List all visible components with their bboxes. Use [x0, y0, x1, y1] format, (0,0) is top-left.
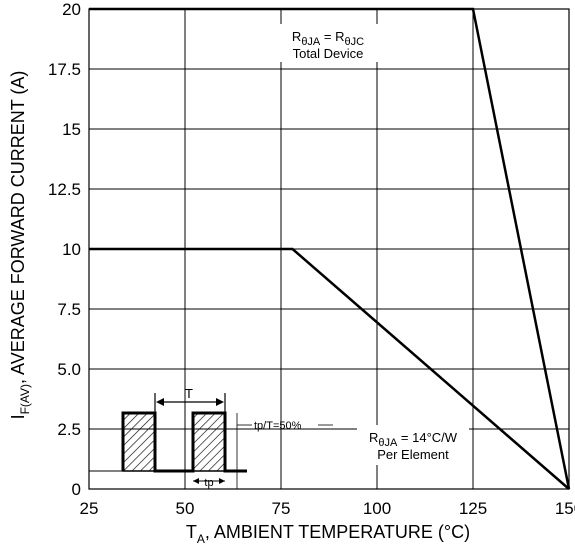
x-axis-subscript: A: [197, 532, 205, 546]
y-tick-label: 5.0: [57, 360, 81, 379]
rtheta-ja-subscript: θJA: [301, 36, 321, 48]
period-arrow-head-right: [216, 398, 224, 406]
y-axis-text: , AVERAGE FORWARD CURRENT (A): [8, 71, 28, 384]
y-tick-label: 7.5: [57, 300, 81, 319]
pulse-waveform: [121, 411, 247, 473]
y-axis-subscript: F(AV): [18, 384, 32, 414]
pulse-1: [122, 412, 156, 472]
grid: [88, 8, 570, 490]
series-line-1: [89, 7, 571, 490]
x-tick-label: 150: [555, 499, 575, 518]
rtheta-jc-label: R: [335, 29, 344, 44]
x-axis-text: , AMBIENT TEMPERATURE (°C): [205, 522, 470, 542]
y-axis-title: IF(AV), AVERAGE FORWARD CURRENT (A): [8, 71, 32, 420]
x-tick-label: 25: [80, 499, 99, 518]
y-tick-label: 2.5: [57, 420, 81, 439]
y-tick-label: 12.5: [48, 180, 81, 199]
x-tick-label: 75: [272, 499, 291, 518]
pulse-2: [192, 412, 226, 472]
x-axis-title: TA, AMBIENT TEMPERATURE (°C): [186, 522, 470, 546]
y-tick-label: 20: [62, 0, 81, 19]
per-element-annotation: RθJA = 14°C/W Per Element: [357, 425, 469, 465]
period-label: T: [185, 386, 193, 401]
duty-cycle-label: tp/T=50%: [254, 420, 302, 432]
y-tick-label: 10: [62, 240, 81, 259]
pulse-width-arrow-head-left: [193, 478, 199, 484]
y-tick-label: 17.5: [48, 60, 81, 79]
x-tick-label: 100: [363, 499, 391, 518]
tick-labels: 0 2.5 5.0 7.5 10 12.5 15 17.5 20 25 50 75 100 125 150: [48, 0, 575, 518]
rtheta-jc-subscript: θJC: [345, 36, 365, 48]
total-device-annotation: RθJA = RθJC Total Device: [278, 24, 378, 62]
total-device-label: Total Device: [293, 46, 364, 61]
pulse-width-label: tp: [204, 477, 213, 489]
x-tick-label: 125: [459, 499, 487, 518]
y-axis-symbol: I: [8, 414, 28, 419]
per-element-label: Per Element: [377, 447, 449, 462]
x-tick-label: 50: [176, 499, 195, 518]
rtheta-ja-label: R: [369, 430, 378, 445]
rtheta-ja-subscript: θJA: [378, 437, 398, 449]
y-tick-label: 0: [72, 480, 81, 499]
equals-sign: =: [320, 29, 335, 44]
y-tick-label: 15: [62, 120, 81, 139]
series-layer: [89, 7, 571, 490]
series-line-2: [89, 247, 570, 490]
period-arrow-head-left: [156, 398, 164, 406]
svg-text:RθJA = 14°C/W: RθJA = 14°C/W: [369, 430, 458, 449]
pulse-waveform-inset: T tp tp/T=50%: [89, 386, 333, 489]
rtheta-ja-label: R: [292, 29, 301, 44]
thermal-resistance-value: = 14°C/W: [397, 430, 457, 445]
svg-text:RθJA = RθJC: RθJA = RθJC: [292, 29, 364, 48]
x-axis-symbol: T: [186, 522, 197, 542]
pulse-width-arrow-head-right: [219, 478, 225, 484]
